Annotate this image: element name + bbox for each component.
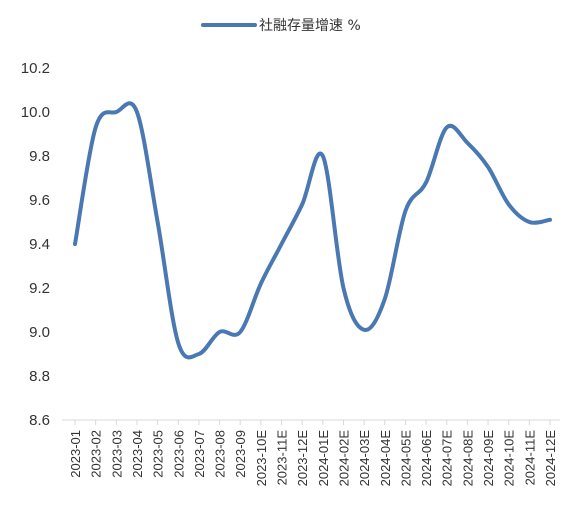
x-tick-label: 2024-09E [481, 430, 496, 487]
data-point [238, 330, 242, 334]
y-tick-label: 10.2 [21, 60, 50, 77]
x-tick-label: 2024-07E [440, 430, 455, 487]
legend: 社融存量增速 % [201, 18, 361, 34]
data-point [259, 282, 263, 286]
x-tick-label: 2024-10E [502, 430, 517, 487]
data-point [341, 286, 345, 290]
x-tick-label: 2023-06 [171, 430, 186, 478]
data-point [403, 209, 407, 213]
y-tick-label: 9.8 [29, 148, 50, 165]
y-tick-label: 9.4 [29, 236, 50, 253]
x-tick-label: 2024-02E [336, 430, 351, 487]
data-point [548, 218, 552, 222]
x-tick-label: 2024-03E [357, 430, 372, 487]
data-point [362, 328, 366, 332]
data-point [300, 202, 304, 206]
data-point [527, 220, 531, 224]
data-point [114, 110, 118, 114]
y-axis: 8.6 8.8 9.0 9.2 9.4 9.6 9.8 10.0 10.2 [21, 60, 50, 429]
x-tick-label: 2023-02 [89, 430, 104, 478]
x-tick-label: 2024-06E [419, 430, 434, 487]
y-tick-label: 9.0 [29, 324, 50, 341]
x-tick-label: 2023-07 [192, 430, 207, 478]
x-tick-label: 2023-09 [233, 430, 248, 478]
data-point [73, 242, 77, 246]
y-tick-label: 8.6 [29, 412, 50, 429]
data-point [94, 125, 98, 129]
data-point [424, 180, 428, 184]
x-tick-label: 2024-12E [543, 430, 558, 487]
data-point [445, 125, 449, 129]
y-tick-label: 9.2 [29, 280, 50, 297]
x-tick-label: 2023-10E [254, 430, 269, 487]
x-tick-label: 2024-01E [316, 430, 331, 487]
x-tick-label: 2024-05E [398, 430, 413, 487]
y-tick-label: 8.8 [29, 368, 50, 385]
x-tick-label: 2023-03 [109, 430, 124, 478]
data-point [197, 352, 201, 356]
x-tick-label: 2024-08E [460, 430, 475, 487]
series-line [73, 101, 552, 360]
y-tick-label: 9.6 [29, 192, 50, 209]
x-tick-label: 2023-04 [130, 430, 145, 478]
x-tick-label: 2023-08 [213, 430, 228, 478]
x-tick-label: 2023-12E [295, 430, 310, 487]
data-point [507, 202, 511, 206]
data-point [383, 297, 387, 301]
x-axis: 2023-01 2023-02 2023-03 2023-04 2023-05 2023-… [68, 420, 558, 486]
x-tick-label: 2024-11E [522, 430, 537, 486]
x-tick-label: 2023-11E [275, 430, 290, 486]
plot-area [73, 101, 552, 360]
data-point [280, 242, 284, 246]
data-point [321, 154, 325, 158]
data-point [156, 220, 160, 224]
x-tick-label: 2023-01 [68, 430, 83, 478]
data-point [465, 141, 469, 145]
data-point [218, 330, 222, 334]
data-point [486, 165, 490, 169]
data-point [176, 341, 180, 345]
data-point [135, 110, 139, 114]
y-tick-label: 10.0 [21, 104, 50, 121]
x-tick-label: 2023-05 [151, 430, 166, 478]
x-tick-label: 2024-04E [378, 430, 393, 487]
legend-label: 社融存量增速 % [259, 18, 361, 34]
